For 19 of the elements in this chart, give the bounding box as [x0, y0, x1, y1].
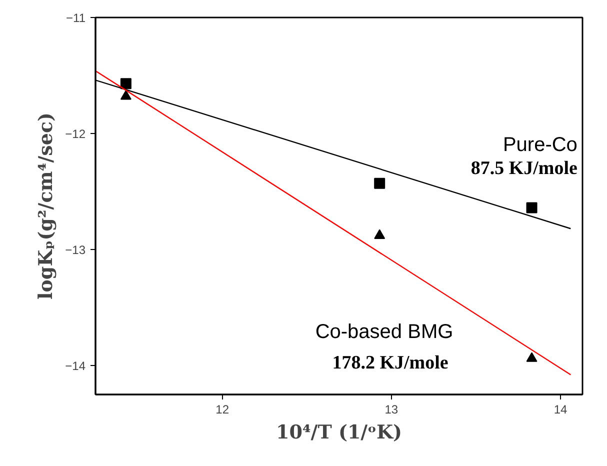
y-tick-label: −13 [65, 243, 86, 257]
point [526, 202, 538, 214]
x-axis-title: 10⁴/T (1/ᵒK) [276, 422, 402, 444]
point [526, 352, 538, 362]
annotation: 178.2 KJ/mole [332, 352, 448, 374]
point [374, 229, 386, 239]
y-tick-label: −12 [65, 127, 86, 141]
x-tick-label: 13 [384, 402, 398, 416]
y-axis-title: logKₚ(g²/cm⁴/sec) [35, 112, 58, 300]
x-tick-label: 14 [554, 402, 568, 416]
annotation: 87.5 KJ/mole [470, 158, 578, 179]
point [120, 90, 132, 100]
y-tick-label: −14 [65, 359, 86, 373]
y-tick-label: −11 [66, 11, 86, 25]
x-tick-label: 12 [216, 402, 230, 416]
annotation: Pure-Co [502, 134, 578, 156]
point [120, 78, 132, 90]
point [374, 178, 386, 189]
annotation: Co-based BMG [315, 320, 454, 343]
